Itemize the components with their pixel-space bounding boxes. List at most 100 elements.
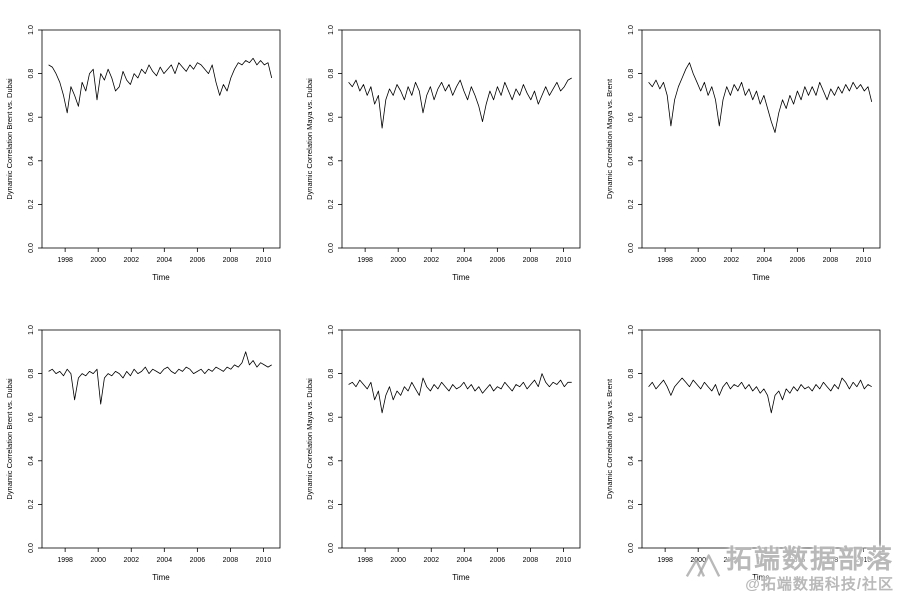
svg-text:2010: 2010 — [256, 257, 272, 264]
svg-text:2008: 2008 — [523, 257, 539, 264]
svg-text:2000: 2000 — [390, 257, 406, 264]
svg-text:2004: 2004 — [157, 257, 173, 264]
svg-text:1998: 1998 — [657, 557, 673, 564]
svg-text:Dynamic Correlation Brent vs.: Dynamic Correlation Brent vs. Dubai — [5, 78, 14, 200]
svg-text:0.0: 0.0 — [28, 243, 35, 253]
svg-text:0.6: 0.6 — [328, 112, 335, 122]
svg-text:2010: 2010 — [256, 557, 272, 564]
chart-cell-maya-dubai-bottom: 0.0 0.2 0.4 0.6 0.8 1.0 1998 2000 2002 2004 2006 20… — [300, 300, 600, 600]
svg-text:Time: Time — [152, 573, 170, 582]
svg-text:Dynamic Correlation Maya vs. B: Dynamic Correlation Maya vs. Brent — [605, 78, 614, 199]
svg-text:2006: 2006 — [190, 557, 206, 564]
svg-text:2004: 2004 — [757, 257, 773, 264]
svg-text:2006: 2006 — [490, 557, 506, 564]
chart-brent-dubai-top: 0.0 0.2 0.4 0.6 0.8 1.0 1998 2000 2002 2004 2006 20… — [5, 25, 281, 282]
svg-text:Dynamic Correlation Maya vs. D: Dynamic Correlation Maya vs. Dubai — [305, 378, 314, 500]
svg-text:1.0: 1.0 — [28, 325, 35, 335]
svg-text:1998: 1998 — [57, 257, 73, 264]
svg-text:Dynamic Correlation Maya vs. D: Dynamic Correlation Maya vs. Dubai — [305, 78, 314, 200]
svg-text:2006: 2006 — [790, 257, 806, 264]
svg-text:Time: Time — [152, 273, 170, 282]
svg-text:1.0: 1.0 — [628, 25, 635, 35]
svg-text:0.4: 0.4 — [28, 156, 35, 166]
svg-text:0.8: 0.8 — [628, 69, 635, 79]
svg-text:Time: Time — [452, 573, 470, 582]
svg-text:1998: 1998 — [357, 557, 373, 564]
svg-text:1.0: 1.0 — [28, 25, 35, 35]
svg-text:2000: 2000 — [690, 257, 706, 264]
svg-text:0.4: 0.4 — [628, 456, 635, 466]
svg-text:Time: Time — [752, 273, 770, 282]
chart-maya-dubai-bottom: 0.0 0.2 0.4 0.6 0.8 1.0 1998 2000 2002 2004 2006 20… — [305, 325, 581, 582]
svg-text:0.2: 0.2 — [328, 499, 335, 509]
svg-text:Dynamic Correlation Brent vs.: Dynamic Correlation Brent vs. Dubai — [5, 378, 14, 500]
svg-text:2000: 2000 — [90, 557, 106, 564]
svg-text:2002: 2002 — [423, 257, 439, 264]
svg-text:0.2: 0.2 — [28, 199, 35, 209]
svg-text:2006: 2006 — [190, 257, 206, 264]
svg-text:2008: 2008 — [823, 257, 839, 264]
svg-text:0.0: 0.0 — [628, 243, 635, 253]
svg-text:0.4: 0.4 — [628, 156, 635, 166]
chart-cell-maya-dubai-top: 0.0 0.2 0.4 0.6 0.8 1.0 1998 2000 2002 2004 2006 20… — [300, 0, 600, 300]
svg-text:2006: 2006 — [490, 257, 506, 264]
svg-text:0.6: 0.6 — [328, 412, 335, 422]
chart-cell-maya-brent-bottom: 0.0 0.2 0.4 0.6 0.8 1.0 1998 2000 2002 2004 2006 20… — [600, 300, 900, 600]
svg-text:0.2: 0.2 — [328, 199, 335, 209]
svg-text:1998: 1998 — [57, 557, 73, 564]
chart-maya-dubai-top: 0.0 0.2 0.4 0.6 0.8 1.0 1998 2000 2002 2004 2006 20… — [305, 25, 581, 282]
svg-text:2000: 2000 — [90, 257, 106, 264]
svg-text:0.6: 0.6 — [28, 412, 35, 422]
svg-text:0.2: 0.2 — [628, 499, 635, 509]
chart-cell-maya-brent-top: 0.0 0.2 0.4 0.6 0.8 1.0 1998 2000 2002 2004 2006 20… — [600, 0, 900, 300]
svg-text:2008: 2008 — [223, 257, 239, 264]
chart-maya-brent-bottom: 0.0 0.2 0.4 0.6 0.8 1.0 1998 2000 2002 2004 2006 20… — [605, 325, 881, 582]
svg-text:2002: 2002 — [123, 257, 139, 264]
svg-text:2002: 2002 — [423, 557, 439, 564]
chart-maya-brent-top: 0.0 0.2 0.4 0.6 0.8 1.0 1998 2000 2002 2004 2006 20… — [605, 25, 881, 282]
svg-text:0.2: 0.2 — [28, 499, 35, 509]
svg-text:0.0: 0.0 — [328, 543, 335, 553]
svg-text:0.0: 0.0 — [328, 243, 335, 253]
svg-text:2010: 2010 — [556, 257, 572, 264]
svg-text:1.0: 1.0 — [328, 25, 335, 35]
svg-text:2010: 2010 — [856, 257, 872, 264]
svg-text:0.0: 0.0 — [28, 543, 35, 553]
svg-text:2000: 2000 — [390, 557, 406, 564]
svg-text:0.8: 0.8 — [28, 69, 35, 79]
svg-text:2000: 2000 — [690, 557, 706, 564]
svg-text:0.6: 0.6 — [628, 412, 635, 422]
svg-text:2004: 2004 — [457, 557, 473, 564]
svg-text:2008: 2008 — [223, 557, 239, 564]
svg-text:1998: 1998 — [657, 257, 673, 264]
svg-text:0.8: 0.8 — [328, 69, 335, 79]
svg-text:0.4: 0.4 — [28, 456, 35, 466]
svg-text:Time: Time — [452, 273, 470, 282]
svg-text:0.8: 0.8 — [628, 369, 635, 379]
svg-text:0.4: 0.4 — [328, 456, 335, 466]
svg-text:2006: 2006 — [790, 557, 806, 564]
svg-text:2002: 2002 — [123, 557, 139, 564]
chart-cell-brent-dubai-bottom: 0.0 0.2 0.4 0.6 0.8 1.0 1998 2000 2002 2004 2006 20… — [0, 300, 300, 600]
svg-text:2010: 2010 — [856, 557, 872, 564]
chart-cell-brent-dubai-top: 0.0 0.2 0.4 0.6 0.8 1.0 1998 2000 2002 2004 2006 20… — [0, 0, 300, 300]
svg-text:0.8: 0.8 — [28, 369, 35, 379]
svg-text:2004: 2004 — [757, 557, 773, 564]
chart-brent-dubai-bottom: 0.0 0.2 0.4 0.6 0.8 1.0 1998 2000 2002 2004 2006 20… — [5, 325, 281, 582]
svg-text:0.6: 0.6 — [628, 112, 635, 122]
svg-text:Time: Time — [752, 573, 770, 582]
svg-text:1.0: 1.0 — [628, 325, 635, 335]
svg-text:0.0: 0.0 — [628, 543, 635, 553]
svg-text:1998: 1998 — [357, 257, 373, 264]
svg-text:Dynamic Correlation Maya vs. B: Dynamic Correlation Maya vs. Brent — [605, 378, 614, 499]
svg-text:0.2: 0.2 — [628, 199, 635, 209]
svg-text:1.0: 1.0 — [328, 325, 335, 335]
svg-text:0.4: 0.4 — [328, 156, 335, 166]
svg-text:2002: 2002 — [723, 557, 739, 564]
svg-text:2008: 2008 — [523, 557, 539, 564]
svg-text:0.8: 0.8 — [328, 369, 335, 379]
svg-text:2002: 2002 — [723, 257, 739, 264]
svg-text:2004: 2004 — [457, 257, 473, 264]
